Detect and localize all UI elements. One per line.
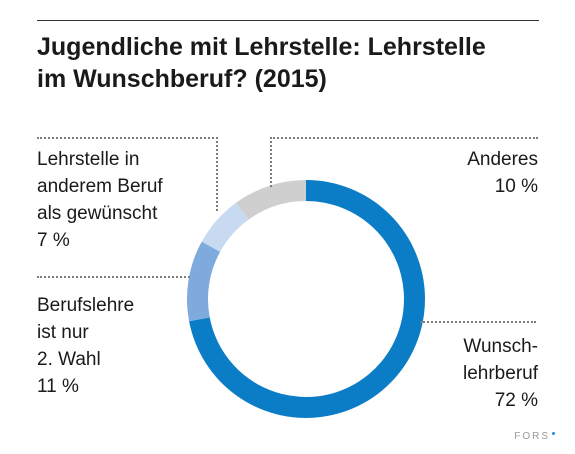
label-line: ist nur [37, 322, 89, 343]
label-line: Berufslehre [37, 295, 135, 316]
leader-wunschlehrberuf [420, 321, 536, 323]
leader-lehrstelle-anderer-beruf [37, 137, 218, 211]
donut-slice-2 [201, 202, 249, 252]
label-line: Anderes [467, 149, 538, 170]
donut-slice-1 [187, 241, 221, 322]
label-wunschlehrberuf: Wunsch- lehrberuf 72 % [463, 333, 538, 414]
top-rule [37, 20, 539, 21]
title-line-2: im Wunschberuf? (2015) [37, 65, 327, 93]
label-line: 2. Wahl [37, 349, 101, 370]
label-line: lehrberuf [463, 363, 538, 384]
leader-anderes [270, 137, 538, 187]
label-value: 72 % [494, 390, 538, 411]
label-lehrstelle-anderer-beruf: Lehrstelle in anderem Beruf als gewünsch… [37, 146, 163, 254]
label-line: Wunsch- [463, 336, 538, 357]
label-berufslehre: Berufslehre ist nur 2. Wahl 11 % [37, 292, 134, 400]
title-line-1: Jugendliche mit Lehrstelle: Lehrstelle [37, 33, 486, 61]
label-line: als gewünscht [37, 203, 158, 224]
label-value: 10 % [494, 176, 538, 197]
label-value: 7 % [37, 230, 70, 251]
brand-logo: FORS [514, 431, 555, 442]
label-anderes: Anderes 10 % [467, 146, 538, 200]
label-line: Lehrstelle in [37, 149, 140, 170]
label-line: anderem Beruf [37, 176, 163, 197]
chart-title: Jugendliche mit Lehrstelle: Lehrstelle i… [37, 31, 557, 95]
brand-dot-icon [552, 432, 555, 435]
brand-text: FORS [514, 431, 550, 442]
leader-berufslehre [37, 276, 190, 278]
donut-slice-3 [236, 180, 306, 220]
label-value: 11 % [37, 376, 79, 397]
